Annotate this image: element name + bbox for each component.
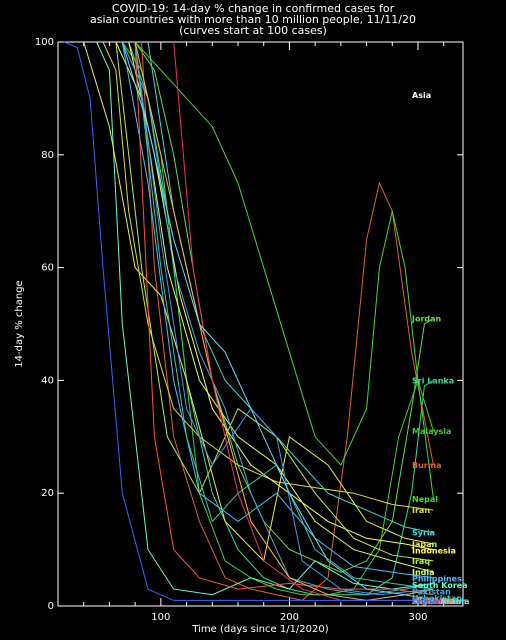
series-line-jordan [134, 41, 434, 573]
x-tick-label-300: 300 [408, 612, 427, 623]
series-label-cambodia: Cambodia [412, 597, 457, 606]
x-tick-label-100: 100 [151, 612, 170, 623]
series-label-iraq: Iraq [412, 557, 430, 566]
series-line-cambodia [134, 41, 434, 596]
series-label-afghanistan: Afghanistan [412, 597, 467, 606]
series-line-saudi-arabia [121, 41, 434, 601]
series-layer [64, 41, 434, 601]
series-line-japan [83, 41, 434, 562]
series-label-syria: Syria [412, 529, 435, 538]
y-tick-label-20: 20 [41, 488, 54, 499]
plot-frame [57, 41, 464, 607]
series-label-pakistan: Pakistan [412, 588, 451, 597]
series-line-indonesia [128, 41, 434, 551]
series-label-yemen: Yemen [411, 597, 442, 606]
title-line-3: (curves start at 100 cases) [179, 24, 327, 37]
chart-title: COVID-19: 14-day % change in confirmed c… [90, 2, 416, 37]
series-label-indonesia: Indonesia [412, 546, 456, 555]
x-tick-label-200: 200 [280, 612, 299, 623]
series-label-burma: Burma [412, 461, 441, 470]
series-labels: Jordan Sri Lanka Malaysia Burma Nepal Iran Syr… [411, 314, 470, 606]
series-label-china: China [412, 597, 437, 606]
y-tick-label-40: 40 [41, 375, 54, 386]
series-line-kazakhstan [134, 41, 434, 596]
series-line-yemen [173, 41, 434, 601]
y-tick-label-0: 0 [48, 601, 54, 612]
series-line-sri-lanka [128, 41, 434, 596]
series-label-india: India [412, 568, 435, 577]
series-line-philippines [121, 41, 434, 579]
series-label-jordan: Jordan [411, 314, 442, 323]
series-line-afghanistan [134, 41, 434, 601]
series-line-india [115, 41, 434, 573]
y-tick-label-60: 60 [41, 263, 54, 274]
series-label-nepal: Nepal [412, 495, 438, 504]
series-label-uzbekistan: Uzbekistan [412, 594, 462, 603]
series-label-philippines: Philippines [412, 575, 462, 584]
series-line-pakistan [121, 41, 434, 596]
series-line-china [64, 41, 434, 601]
series-label-malaysia: Malaysia [412, 427, 451, 436]
series-line-burma [141, 41, 434, 601]
series-line-iran [102, 41, 434, 511]
series-label-saudi-arabia: Saudi Arabia [412, 597, 470, 606]
series-label-japan: Japan [411, 540, 438, 549]
y-axis-label: 14-day % change [14, 280, 25, 367]
title-line-2: asian countries with more than 10 millio… [90, 13, 416, 26]
y-tick-label-80: 80 [41, 150, 54, 161]
series-label-sri-lanka: Sri Lanka [412, 376, 454, 385]
y-tick-label-100: 100 [35, 37, 54, 48]
region-label: Asia [412, 91, 431, 100]
series-line-uzbekistan [134, 41, 434, 590]
series-line-nepal [134, 41, 434, 499]
series-label-south-korea: South Korea [412, 581, 468, 590]
title-line-1: COVID-19: 14-day % change in confirmed c… [112, 2, 395, 15]
series-label-kazakhstan: Kazakhstan [412, 597, 465, 606]
x-axis-label: Time (days since 1/1/2020) [191, 624, 328, 635]
series-label-iran: Iran [412, 506, 430, 515]
